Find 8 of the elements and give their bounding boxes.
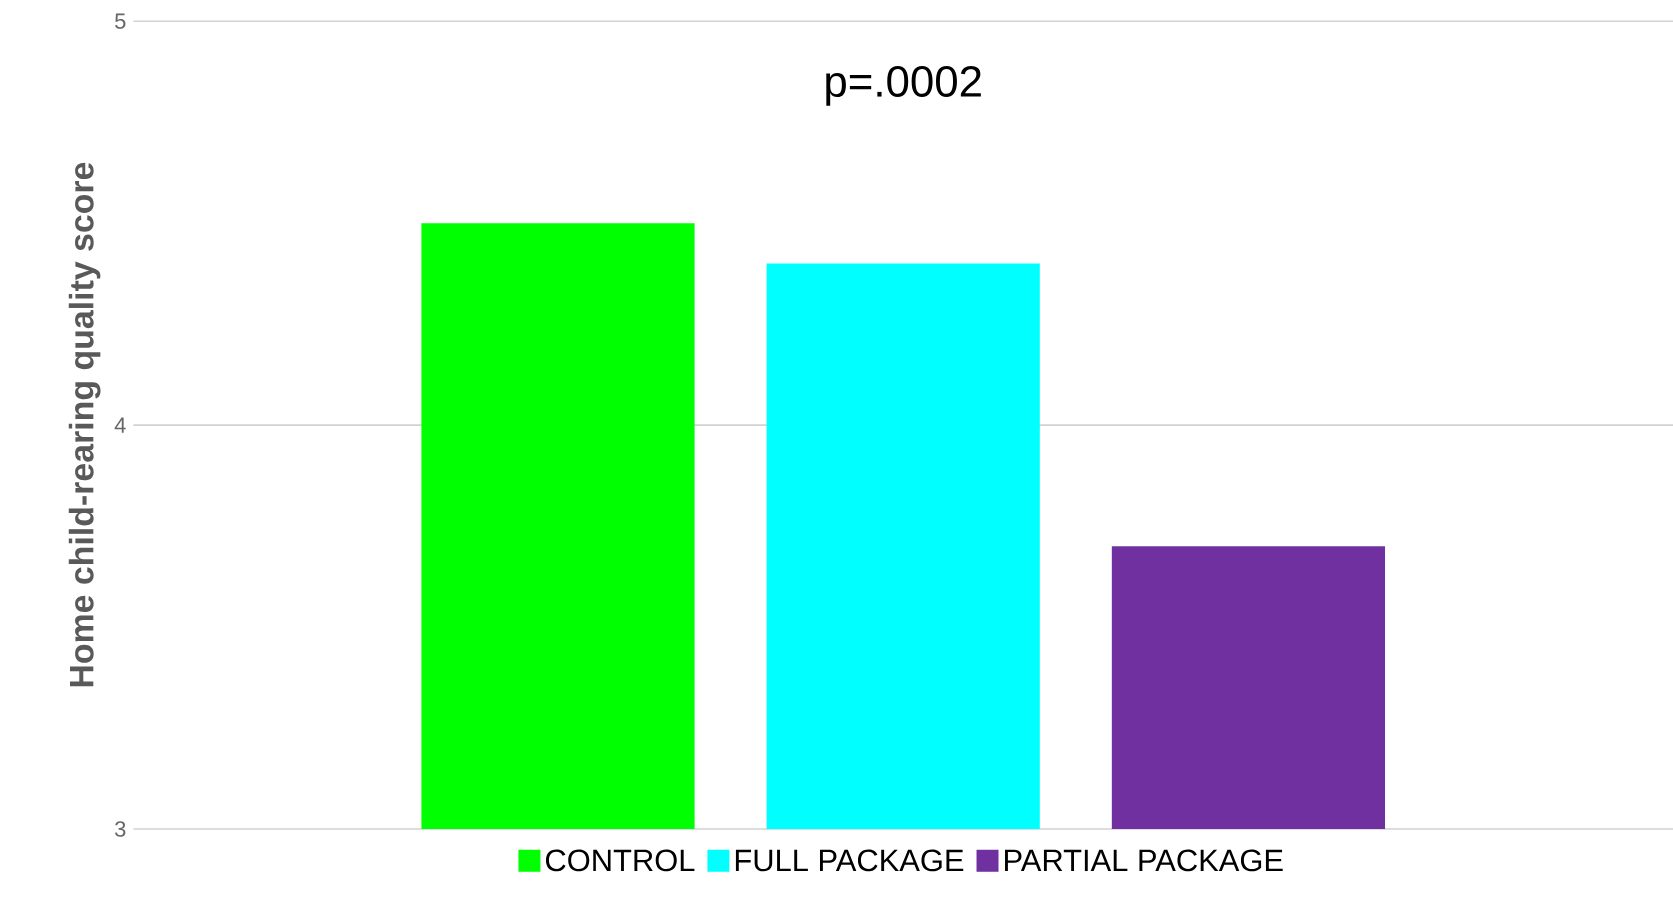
legend-label: CONTROL bbox=[545, 849, 695, 872]
y-tick-label: 4 bbox=[114, 417, 126, 433]
legend-label: FULL PACKAGE bbox=[735, 849, 964, 872]
y-tick-label: 3 bbox=[115, 821, 126, 837]
annotation: p=.0002 bbox=[826, 65, 981, 106]
legend-label: PARTIAL PACKAGE bbox=[1005, 849, 1283, 872]
y-axis-title: Home child-rearing quality score bbox=[68, 162, 101, 687]
y-tick-label: 5 bbox=[115, 13, 126, 29]
